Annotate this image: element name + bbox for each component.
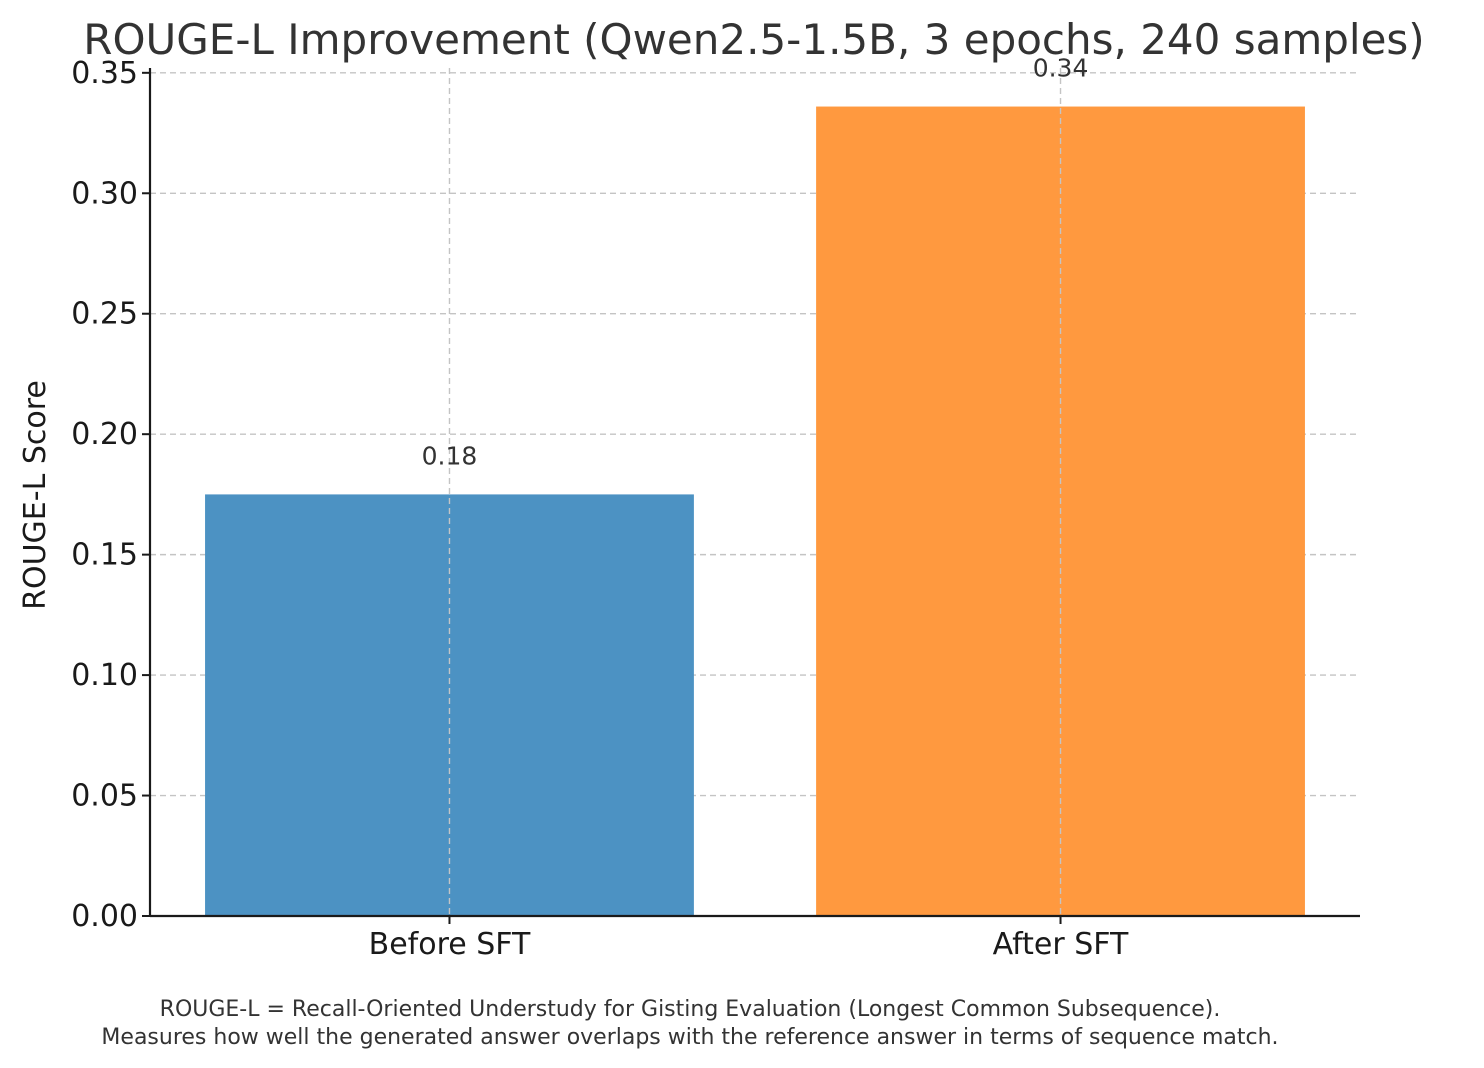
data-labels: 0.18 0.34: [422, 54, 1089, 471]
y-tick-label: 0.00: [71, 899, 138, 934]
y-tick-label: 0.05: [71, 779, 138, 814]
bar: [205, 494, 694, 916]
x-tick-label: Before SFT: [369, 927, 531, 962]
data-label: 0.18: [422, 441, 478, 470]
x-grid-lines: [448, 68, 1062, 916]
caption-line-1: ROUGE-L = Recall-Oriented Understudy for…: [160, 997, 1221, 1022]
caption-line-2: Measures how well the generated answer o…: [101, 1025, 1278, 1050]
bars: [205, 106, 1305, 916]
data-label: 0.34: [1033, 54, 1089, 83]
x-tick-labels: Before SFT After SFT: [369, 927, 1129, 962]
y-tick-label: 0.20: [71, 417, 138, 452]
y-tick-label: 0.30: [71, 176, 138, 211]
y-axis-label: ROUGE-L Score: [18, 380, 53, 610]
x-tick-label: After SFT: [993, 927, 1129, 962]
y-tick-label: 0.15: [71, 538, 138, 573]
y-tick-label: 0.35: [71, 56, 138, 91]
axes: [142, 68, 1360, 924]
y-tick-label: 0.25: [71, 297, 138, 332]
y-tick-label: 0.10: [71, 658, 138, 693]
chart-title: ROUGE-L Improvement (Qwen2.5-1.5B, 3 epo…: [83, 15, 1424, 64]
y-tick-labels: 0.00 0.05 0.10 0.15 0.20 0.25 0.30 0.35: [71, 56, 138, 934]
